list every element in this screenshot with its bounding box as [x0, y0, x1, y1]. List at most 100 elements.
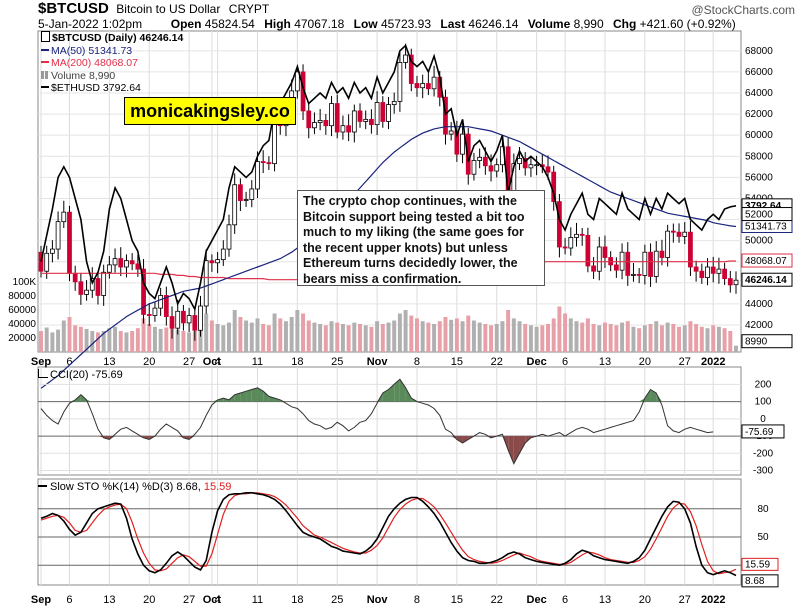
last-label: Last	[440, 17, 466, 31]
volume-bar	[318, 324, 323, 352]
candle-body	[653, 250, 659, 277]
candle-body	[312, 122, 317, 129]
volume-bar	[625, 321, 630, 352]
volume-bar	[580, 322, 585, 352]
volume-bar	[323, 325, 328, 352]
volume-bar	[375, 321, 380, 352]
chart-header: $BTCUSD Bitcoin to US Dollar CRYPT	[38, 0, 269, 18]
volume-bar	[699, 326, 704, 352]
candle-body	[659, 250, 665, 258]
volume-bar	[574, 321, 579, 352]
volume-bar	[568, 318, 573, 352]
volume-tick-label: 20000	[8, 333, 36, 344]
volume-label: Volume	[527, 17, 571, 31]
candle-body	[710, 266, 716, 274]
candle-body	[733, 279, 739, 286]
candle-body	[306, 110, 312, 129]
candle-body	[78, 281, 84, 295]
volume-last-tag: 8990	[745, 337, 768, 348]
panel-frame-1	[37, 366, 742, 476]
volume-bar	[164, 327, 169, 352]
candle-body	[175, 310, 181, 329]
candle-body	[38, 251, 44, 272]
chg-value: +421.60 (+0.92%)	[639, 17, 736, 31]
x-tick-label: Oct	[203, 594, 222, 606]
volume-bar	[437, 321, 442, 352]
volume-bar	[711, 325, 716, 352]
candle-body	[722, 268, 727, 280]
candle-body	[198, 305, 203, 331]
x-tick-label: 27	[183, 594, 195, 606]
candle-body	[636, 273, 642, 276]
candle-body	[648, 251, 653, 277]
candle-body	[146, 314, 152, 316]
x-tick-label: 25	[331, 594, 343, 606]
volume-bar	[352, 322, 357, 352]
candle-body	[363, 118, 369, 122]
volume-bar	[50, 332, 55, 352]
candle-body	[101, 271, 107, 296]
sto-d-tag: 15.59	[745, 559, 770, 570]
candle-body	[238, 184, 243, 201]
volume-bar	[90, 331, 95, 352]
cci-fill-up	[399, 379, 406, 402]
volume-bar	[454, 318, 459, 352]
sto-icon	[38, 485, 47, 487]
price-tick-label: 56000	[745, 172, 773, 183]
x-tick-label: 13	[599, 356, 611, 368]
volume-bar	[175, 329, 180, 352]
volume-bar	[483, 324, 488, 352]
cci-tick-label: 100	[755, 397, 772, 408]
candle-body	[716, 268, 722, 274]
volume-bar	[534, 326, 539, 352]
x-tick-label: Sep	[31, 594, 51, 606]
cci-title: CCI(20) -75.69	[38, 369, 123, 381]
exchange: CRYPT	[228, 2, 270, 16]
volume-bar	[147, 324, 152, 352]
volume-bar	[152, 326, 157, 352]
candle-body	[215, 259, 220, 264]
price-tick-label: 66000	[745, 67, 773, 78]
x-tick-label: 20	[639, 594, 651, 606]
candle-body	[522, 157, 528, 169]
volume-bar	[466, 315, 471, 352]
candle-body	[255, 161, 260, 190]
volume-bar	[278, 318, 283, 352]
candle-body	[272, 117, 277, 165]
x-tick-label: 22	[491, 356, 503, 368]
candle-body	[72, 272, 78, 283]
x-tick-label: 25	[331, 356, 343, 368]
x-tick-label: 20	[639, 356, 651, 368]
cci-tick-label: 200	[755, 379, 772, 390]
volume-bar	[78, 326, 83, 352]
low-value: 45723.93	[380, 17, 432, 31]
volume-bar	[489, 325, 494, 352]
volume-bar	[415, 318, 419, 352]
volume-bar	[722, 328, 727, 352]
x-tick-label: 2022	[701, 356, 725, 368]
volume-last-tag-box	[741, 334, 793, 349]
volume-bar	[113, 326, 118, 352]
candle-body	[369, 118, 374, 126]
volume-bar	[420, 321, 425, 352]
candle-body	[482, 156, 488, 167]
candle-body	[334, 103, 340, 133]
cci-last-tag: -75.69	[745, 427, 774, 438]
x-tick-label: 6	[562, 356, 568, 368]
candle-body	[545, 166, 551, 173]
sto-tick-label: 80	[757, 504, 769, 515]
price-last-tag: 46246.14	[745, 275, 787, 286]
volume-bar	[358, 324, 362, 352]
volume-bar	[546, 324, 550, 352]
cci-fill-up	[656, 392, 662, 402]
volume-bar	[631, 326, 636, 352]
candle-body	[443, 96, 448, 135]
candle-body	[67, 211, 72, 274]
x-tick-label: 6	[562, 594, 568, 606]
volume-bar	[95, 332, 100, 352]
volume-bar	[266, 325, 271, 352]
candle-body	[431, 76, 437, 90]
volume-tick-label: 100K	[13, 277, 37, 288]
cci-last-tag-box	[741, 424, 785, 439]
price-tick-label: 42000	[745, 320, 773, 331]
